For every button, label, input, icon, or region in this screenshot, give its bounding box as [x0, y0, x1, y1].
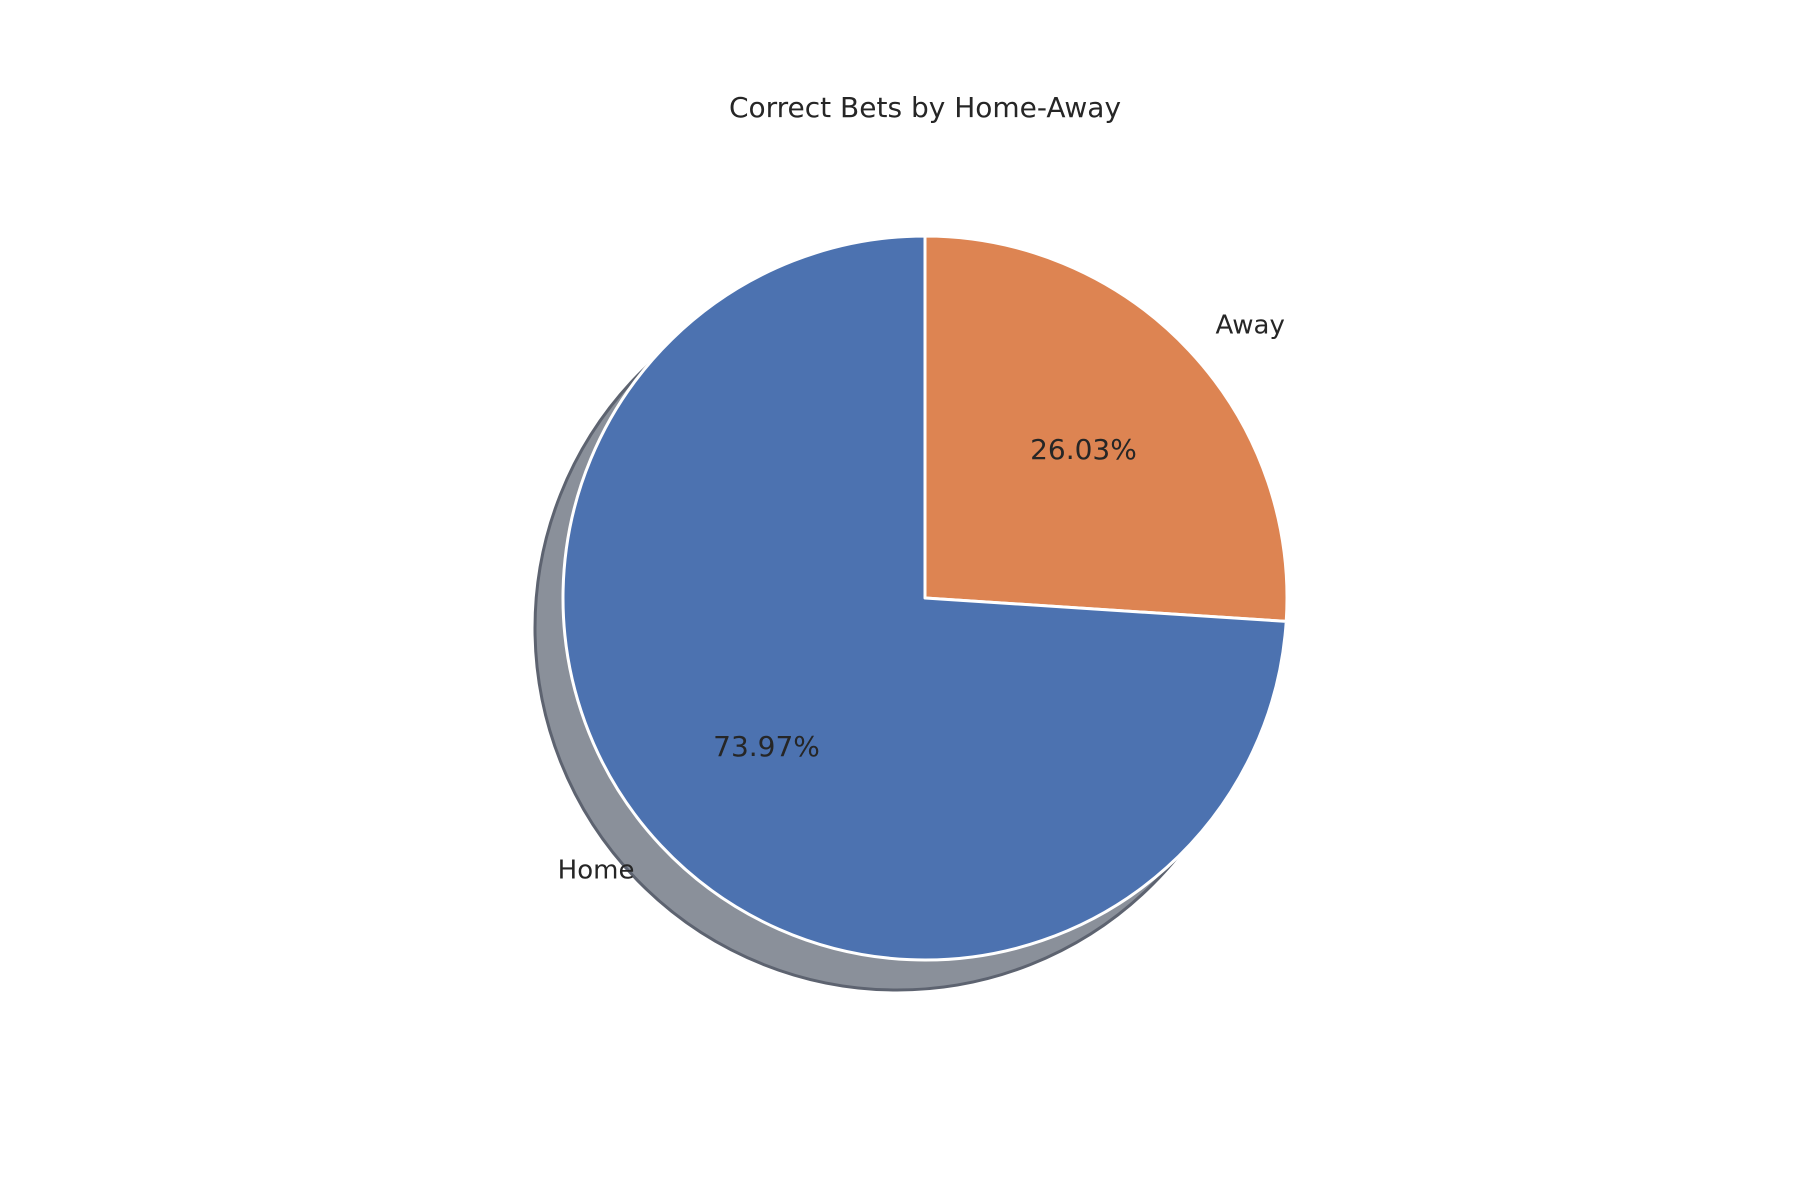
pie-pct-label-home: 73.97% [713, 730, 820, 763]
pie-slices-layer [561, 234, 1289, 962]
pie-pct-label-away: 26.03% [1030, 433, 1137, 466]
chart-title: Correct Bets by Home-Away [729, 91, 1121, 124]
pie-labels-layer: 26.03% Away 73.97% Home [558, 311, 1285, 886]
pie-category-label-away: Away [1216, 311, 1285, 341]
pie-slice-away [923, 234, 1289, 623]
pie-slice-home [561, 234, 1288, 962]
pie-category-label-home: Home [558, 855, 635, 885]
